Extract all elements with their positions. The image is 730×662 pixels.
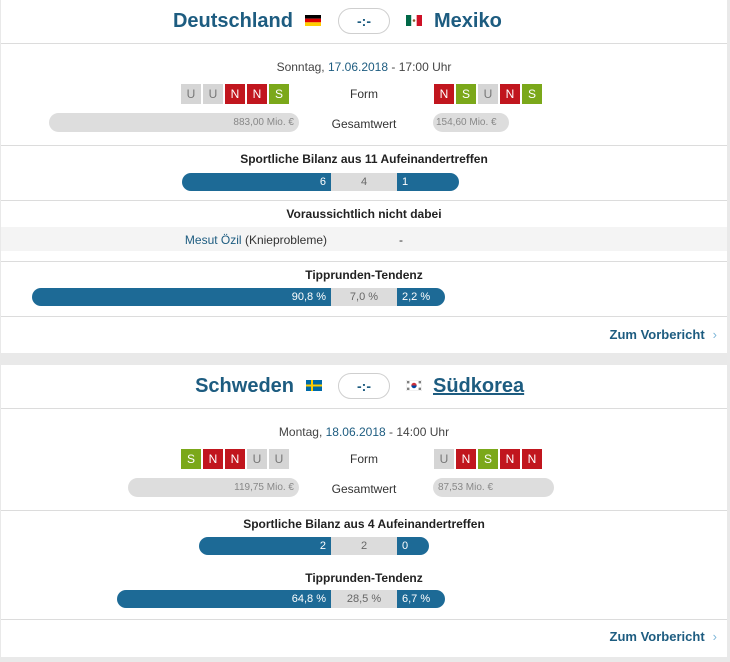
away-form: N S U N S: [434, 84, 544, 104]
home-wins-bar: 2: [199, 537, 331, 555]
form-badge[interactable]: U: [434, 449, 454, 469]
form-badge[interactable]: S: [522, 84, 542, 104]
draws-bar: 4: [331, 173, 397, 191]
away-wins-bar: 0: [397, 537, 429, 555]
match-time: 14:00 Uhr: [396, 425, 450, 439]
away-absent-player: -: [399, 233, 403, 247]
date-time-separator: -: [389, 425, 394, 439]
away-team-name[interactable]: Südkorea: [433, 375, 525, 397]
chevron-right-icon: ›: [712, 629, 717, 644]
tendency-away-bar: 6,7 %: [397, 590, 445, 608]
away-team-name[interactable]: Mexiko: [434, 10, 502, 32]
divider: [1, 619, 727, 620]
date-time-separator: -: [391, 60, 396, 74]
tendency-home-bar: 90,8 %: [32, 288, 331, 306]
player-link[interactable]: Mesut Özil: [184, 233, 242, 247]
form-badge[interactable]: N: [225, 449, 245, 469]
form-badge[interactable]: U: [269, 449, 289, 469]
form-badge[interactable]: N: [225, 84, 245, 104]
form-badge[interactable]: U: [181, 84, 201, 104]
preview-link-label: Zum Vorbericht: [609, 327, 705, 342]
match-date: Montag, 18.06.2018 - 14:00 Uhr: [1, 425, 727, 439]
form-badge[interactable]: N: [434, 84, 454, 104]
tendency-away-bar: 2,2 %: [397, 288, 445, 306]
home-absent-player: Mesut Özil (Knieprobleme): [185, 233, 327, 247]
absent-row: Mesut Özil (Knieprobleme) -: [1, 227, 727, 251]
away-market-value: 154,60 Mio. €: [433, 113, 509, 132]
match-card-germany-mexico: Deutschland -:- Mexiko Sonntag, 17.06.20…: [1, 0, 727, 353]
match-card-sweden-south-korea: Schweden -:- Südkorea Montag, 18.06.2018…: [1, 365, 727, 657]
form-badge[interactable]: S: [456, 84, 476, 104]
absence-reason: (Knieprobleme): [244, 233, 327, 247]
match-date-link[interactable]: 18.06.2018: [325, 425, 386, 439]
market-value-label: Gesamtwert: [331, 117, 397, 131]
form-badge[interactable]: N: [522, 449, 542, 469]
match-date: Sonntag, 17.06.2018 - 17:00 Uhr: [1, 60, 727, 74]
germany-flag-icon: [305, 15, 321, 26]
form-badge[interactable]: U: [478, 84, 498, 104]
away-wins-bar: 1: [397, 173, 459, 191]
match-header: Schweden -:- Südkorea: [1, 365, 727, 409]
form-label: Form: [350, 452, 378, 466]
form-badge[interactable]: N: [500, 449, 520, 469]
away-form: U N S N N: [434, 449, 544, 469]
form-badge[interactable]: N: [500, 84, 520, 104]
home-form: U U N N S: [181, 84, 291, 104]
form-label: Form: [350, 87, 378, 101]
head-to-head-title: Sportliche Bilanz aus 11 Aufeinandertref…: [240, 152, 488, 166]
away-market-value: 87,53 Mio. €: [433, 478, 554, 497]
form-badge[interactable]: U: [247, 449, 267, 469]
match-date-link[interactable]: 17.06.2018: [327, 60, 389, 74]
head-to-head-title: Sportliche Bilanz aus 4 Aufeinandertreff…: [243, 517, 485, 531]
absent-title: Voraussichtlich nicht dabei: [286, 207, 442, 221]
home-team-name[interactable]: Schweden: [195, 375, 294, 397]
form-badge[interactable]: U: [203, 84, 223, 104]
match-weekday: Montag,: [278, 425, 323, 439]
match-weekday: Sonntag,: [276, 60, 325, 74]
home-wins-bar: 6: [182, 173, 331, 191]
chevron-right-icon: ›: [712, 327, 717, 342]
tendency-title: Tipprunden-Tendenz: [305, 268, 423, 282]
divider: [1, 316, 727, 317]
preview-link[interactable]: Zum Vorbericht ›: [610, 629, 717, 644]
divider: [1, 261, 727, 262]
form-badge[interactable]: S: [181, 449, 201, 469]
form-badge[interactable]: N: [456, 449, 476, 469]
tendency-home-bar: 64,8 %: [117, 590, 331, 608]
preview-link[interactable]: Zum Vorbericht ›: [610, 327, 717, 342]
market-value-label: Gesamtwert: [331, 482, 397, 496]
match-time: 17:00 Uhr: [398, 60, 452, 74]
form-badge[interactable]: N: [203, 449, 223, 469]
mexico-flag-icon: [406, 15, 422, 26]
home-market-value: 119,75 Mio. €: [128, 478, 299, 497]
tendency-title: Tipprunden-Tendenz: [305, 571, 423, 585]
tendency-draw-bar: 28,5 %: [331, 590, 397, 608]
home-team-name[interactable]: Deutschland: [172, 10, 293, 32]
form-badge[interactable]: N: [247, 84, 267, 104]
sweden-flag-icon: [306, 380, 322, 391]
home-form: S N N U U: [181, 449, 291, 469]
tendency-draw-bar: 7,0 %: [331, 288, 397, 306]
match-header: Deutschland -:- Mexiko: [1, 0, 727, 44]
form-badge[interactable]: S: [478, 449, 498, 469]
divider: [1, 510, 727, 511]
divider: [1, 200, 727, 201]
preview-link-label: Zum Vorbericht: [609, 629, 705, 644]
score-display: -:-: [338, 373, 390, 399]
south-korea-flag-icon: [406, 380, 422, 391]
score-display: -:-: [338, 8, 390, 34]
divider: [1, 145, 727, 146]
draws-bar: 2: [331, 537, 397, 555]
home-market-value: 883,00 Mio. €: [49, 113, 299, 132]
form-badge[interactable]: S: [269, 84, 289, 104]
